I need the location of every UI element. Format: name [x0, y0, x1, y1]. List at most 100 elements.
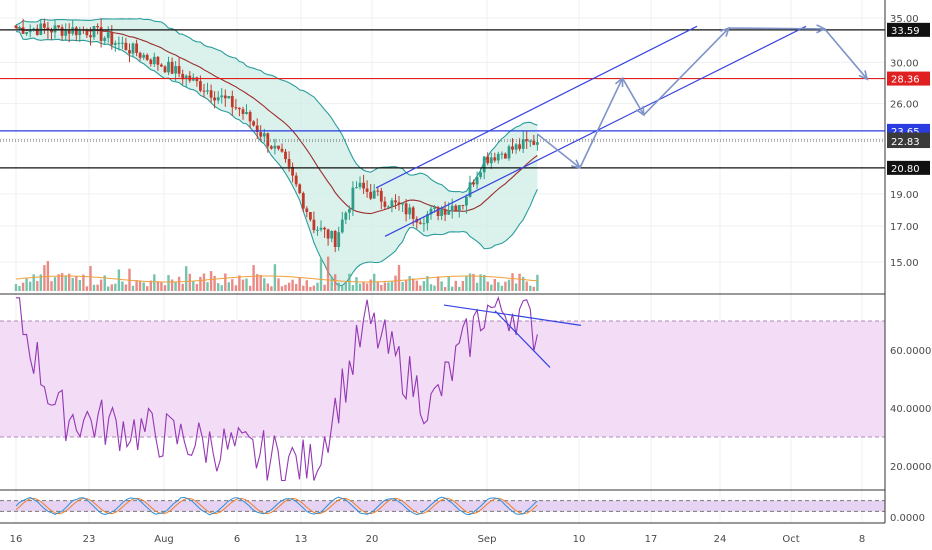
volume-bar [85, 286, 89, 291]
volume-bar [305, 280, 308, 291]
price-tick-label: 15.00 [890, 258, 919, 269]
candle-body [156, 56, 160, 65]
rsi-pane[interactable] [0, 296, 885, 482]
candle-body [181, 73, 185, 80]
volume-bar [291, 279, 294, 291]
candle-body [312, 219, 316, 231]
volume-bar [156, 281, 160, 291]
projection-arrow-segment [621, 77, 645, 116]
volume-bar [217, 283, 220, 291]
candle-body [78, 29, 82, 36]
volume-bar [142, 282, 145, 291]
price-tag-box [887, 71, 930, 86]
volume-bar [454, 280, 457, 291]
candle-body [145, 54, 149, 60]
volume-bar [404, 280, 408, 291]
channel-lower-line [384, 25, 807, 237]
candle-body [167, 61, 170, 73]
candle-body [521, 139, 525, 149]
time-tick-label[interactable]: Sep [478, 534, 497, 545]
candle-body [401, 203, 404, 205]
candle-body [149, 59, 153, 64]
volume-bar [458, 286, 461, 291]
volume-bar [231, 279, 234, 291]
candle-body [291, 166, 294, 176]
candle-body [89, 35, 92, 38]
candle-body [259, 132, 263, 137]
time-axis[interactable]: 16 23 Aug 6 13 20 Sep 10 17 24 Oct 8 [10, 534, 866, 545]
volume-bar [138, 281, 142, 291]
price-tag-box [887, 22, 930, 37]
time-tick-label[interactable]: 24 [714, 534, 727, 545]
volume-bar [153, 274, 156, 291]
volume-bar [60, 273, 64, 291]
volume-bar [135, 280, 138, 291]
volume-bar [284, 284, 287, 291]
volume-bar [337, 282, 340, 291]
volume-bar [302, 285, 305, 291]
volume-bar [39, 274, 42, 291]
candle-body [67, 29, 71, 34]
time-tick-label[interactable]: 6 [234, 534, 240, 545]
volume-bar [163, 285, 167, 291]
volume-bar [376, 282, 379, 291]
volume-bar [107, 286, 110, 291]
time-tick-label[interactable]: 16 [10, 534, 23, 545]
volume-bar [263, 278, 266, 291]
time-tick-label[interactable]: 17 [645, 534, 658, 545]
time-tick-label[interactable]: 10 [573, 534, 586, 545]
price-tag-box [887, 134, 930, 149]
candle-body [206, 90, 209, 92]
candle-body [475, 176, 479, 185]
volume-bar [227, 282, 230, 291]
candle-body [128, 50, 131, 54]
price-pane[interactable] [0, 17, 885, 292]
time-tick-label[interactable]: 13 [295, 534, 308, 545]
candle-body [323, 227, 326, 230]
time-tick-label[interactable]: Aug [154, 534, 174, 545]
bollinger-lower-line [15, 31, 538, 287]
volume-bar [287, 282, 291, 291]
volume-bar [121, 281, 124, 291]
volume-bar [323, 284, 326, 291]
volume-bar [394, 275, 397, 291]
candle-body [422, 223, 426, 225]
candle-body [234, 107, 238, 109]
candle-body [457, 205, 461, 211]
volume-bar [433, 285, 436, 291]
stoch-rsi-pane[interactable] [0, 496, 885, 516]
projection-arrow-head [858, 70, 869, 81]
price-tick-label: 30.00 [890, 58, 919, 69]
candle-body [362, 182, 365, 189]
volume-bar [57, 274, 60, 291]
volume-bar [92, 284, 96, 291]
volume-bar [195, 284, 199, 291]
candle-body [252, 121, 255, 126]
stoch-d-line [15, 497, 538, 515]
time-tick-label[interactable]: 8 [859, 534, 865, 545]
candle-body [390, 200, 394, 207]
price-axis[interactable]: 35.0030.0026.0023.0019.0017.0015.0033.59… [887, 14, 931, 524]
volume-bar [36, 281, 39, 291]
candle-body [60, 27, 64, 36]
candle-body [284, 151, 287, 160]
time-tick-label[interactable]: 20 [366, 534, 379, 545]
volume-bar [68, 273, 71, 291]
candle-body [504, 153, 507, 159]
time-tick-label[interactable]: Oct [782, 534, 799, 545]
candle-body [223, 95, 227, 99]
time-tick-label[interactable]: 23 [83, 534, 96, 545]
volume-bar [486, 281, 489, 291]
candle-body [426, 214, 429, 224]
candle-body [532, 140, 536, 145]
candle-body [305, 208, 309, 212]
candle-body [99, 27, 103, 41]
candle-body [131, 43, 135, 54]
candle-body [28, 29, 32, 33]
candle-body [287, 159, 291, 167]
volume-bar [259, 274, 262, 291]
candle-body [39, 23, 43, 35]
candle-body [280, 148, 284, 152]
